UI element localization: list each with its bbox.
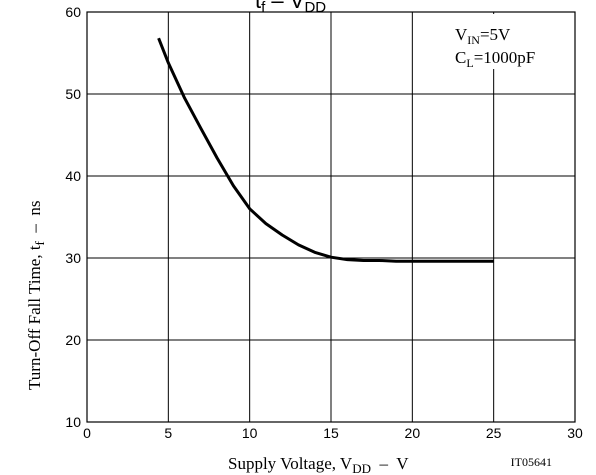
figure-id: IT05641 (511, 455, 552, 469)
y-tick-label: 30 (65, 250, 81, 266)
annotation-box-bg (440, 14, 573, 69)
x-axis-label: Supply Voltage, VDD – V (228, 454, 409, 475)
y-tick-label: 10 (65, 414, 81, 430)
x-tick-label: 10 (242, 425, 258, 441)
x-tick-label: 5 (164, 425, 172, 441)
series-line (157, 37, 494, 263)
y-tick-label: 50 (65, 86, 81, 102)
x-tick-label: 15 (323, 425, 339, 441)
y-axis-label: Turn-Off Fall Time, tf – ns (25, 200, 47, 390)
annotation-vin: VIN=5V (455, 25, 511, 47)
x-tick-labels: 0 5 10 15 20 25 30 (83, 425, 583, 441)
y-tick-label: 60 (65, 4, 81, 20)
x-tick-label: 0 (83, 425, 91, 441)
x-tick-label: 30 (567, 425, 583, 441)
y-tick-label: 20 (65, 332, 81, 348)
series-layer (157, 37, 494, 263)
x-tick-label: 20 (405, 425, 421, 441)
plot-frame (86, 11, 576, 423)
grid (86, 11, 576, 423)
y-tick-label: 40 (65, 168, 81, 184)
chart-title-fragment: tf – VDD (255, 0, 326, 16)
y-tick-labels: 10 20 30 40 50 60 (65, 4, 81, 430)
annotation-cl: CL=1000pF (455, 48, 535, 70)
x-tick-label: 25 (486, 425, 502, 441)
